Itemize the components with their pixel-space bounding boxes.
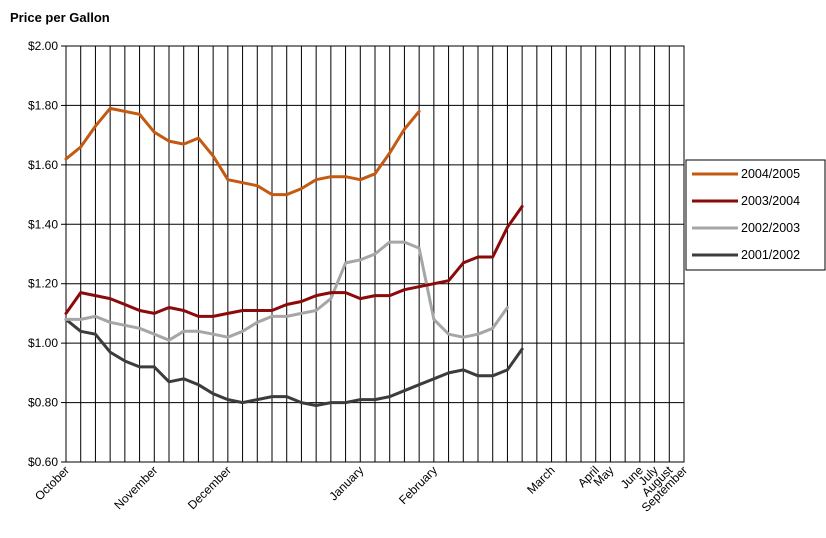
y-tick-label: $0.60 — [28, 455, 58, 469]
x-tick-label: March — [524, 463, 557, 496]
y-tick-label: $0.80 — [28, 396, 58, 410]
chart-title: Price per Gallon — [10, 10, 110, 25]
series-line-2001-2002 — [64, 317, 524, 407]
series-line-2002-2003 — [64, 240, 509, 342]
series-line-2003-2004 — [64, 205, 524, 318]
legend-label: 2003/2004 — [741, 194, 800, 208]
legend-label: 2004/2005 — [741, 167, 800, 181]
series-line-2004-2005 — [64, 106, 421, 197]
y-tick-label: $1.00 — [28, 336, 58, 350]
y-tick-label: $1.80 — [28, 98, 58, 112]
y-tick-label: $1.60 — [28, 158, 58, 172]
legend-label: 2002/2003 — [741, 221, 800, 235]
x-tick-label: February — [396, 463, 440, 507]
x-axis: October November December January February Ma… — [32, 463, 690, 515]
plot-border — [65, 45, 685, 463]
legend: 2004/2005 2003/2004 2002/2003 2001/2002 — [685, 159, 826, 271]
series-layer — [64, 106, 524, 407]
x-tick-label: October — [32, 463, 72, 503]
gridlines — [65, 45, 685, 463]
x-tick-label: December — [185, 463, 234, 512]
y-axis: $0.60 $0.80 $1.00 $1.20 $1.40 $1.60 $1.80 $2.00 — [28, 39, 66, 469]
x-tick-label: November — [111, 463, 160, 512]
y-tick-label: $1.20 — [28, 277, 58, 291]
x-tick-label: January — [326, 463, 366, 503]
legend-box — [685, 159, 826, 271]
y-tick-label: $2.00 — [28, 39, 58, 53]
legend-label: 2001/2002 — [741, 248, 800, 262]
y-tick-label: $1.40 — [28, 217, 58, 231]
